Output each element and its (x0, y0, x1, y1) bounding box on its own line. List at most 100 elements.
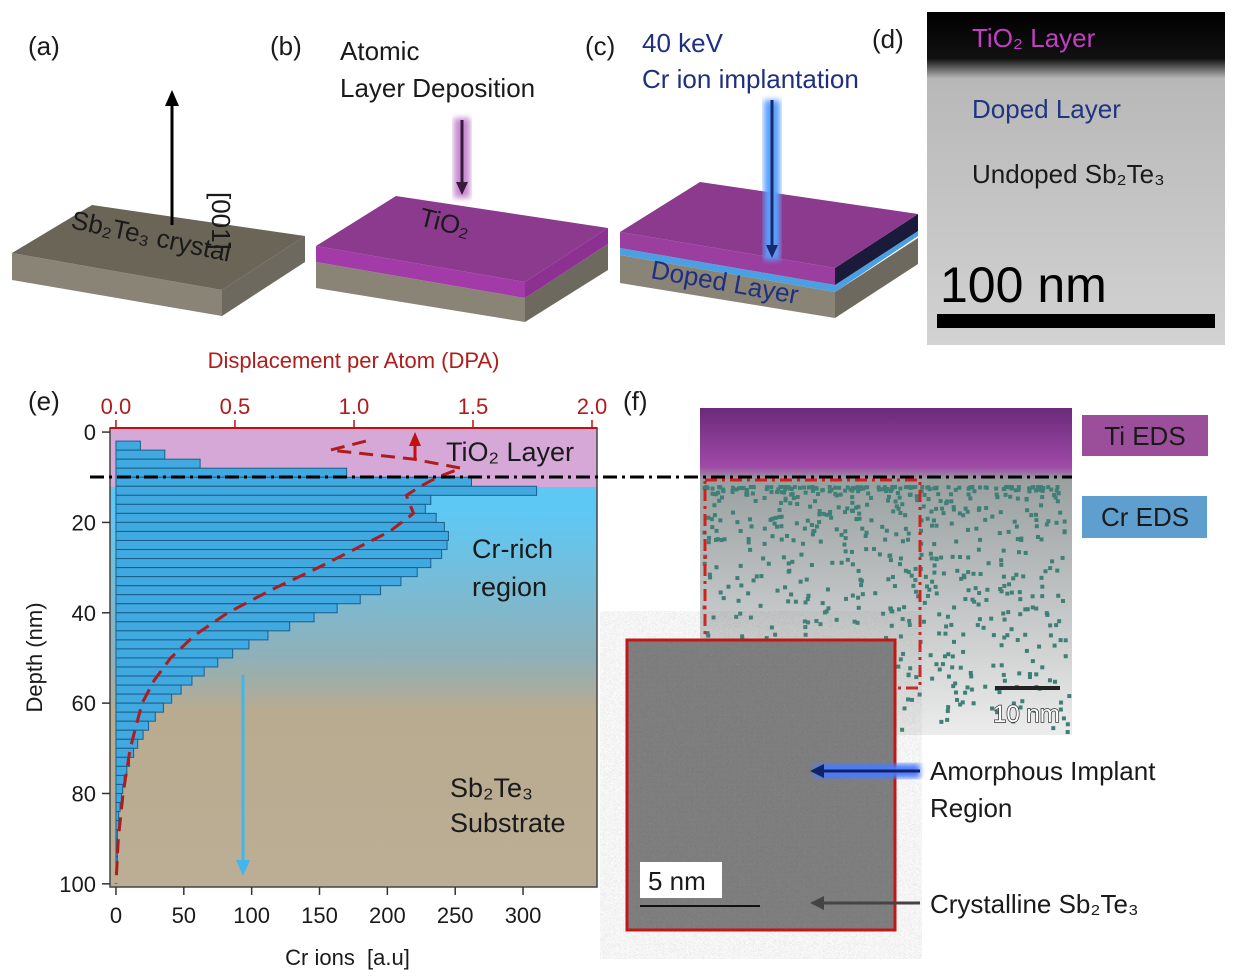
cr-dot (1064, 654, 1068, 658)
cr-dot (947, 675, 951, 679)
cr-dot (994, 487, 998, 491)
cr-dot (893, 584, 897, 588)
cr-dot (1040, 594, 1044, 598)
region-label: region (472, 572, 547, 602)
cr-dot (983, 518, 987, 522)
cr-dot (1039, 503, 1043, 507)
cr-dot (1048, 678, 1052, 682)
cr-dot (1048, 566, 1052, 570)
cr-dot (951, 555, 955, 559)
cr-dot (850, 495, 854, 499)
cr-dot (1031, 594, 1035, 598)
cr-dot (1034, 607, 1038, 611)
histogram-bar (116, 784, 123, 793)
cr-dot (775, 525, 779, 529)
cr-dot (898, 496, 902, 500)
cr-dot (908, 666, 912, 670)
cr-dot (962, 574, 966, 578)
cr-dot (920, 485, 924, 489)
cr-dot (978, 485, 982, 489)
cr-dot (770, 534, 774, 538)
cr-dot (851, 594, 855, 598)
cr-dot (1041, 486, 1045, 490)
cr-dot (1007, 582, 1011, 586)
cr-dot (782, 491, 786, 495)
cr-dot (748, 517, 752, 521)
cr-dot (866, 491, 870, 495)
panel-label: (f) (623, 386, 648, 416)
cr-dot (788, 486, 792, 490)
cr-dot (819, 540, 823, 544)
cr-dot (1050, 559, 1054, 563)
cr-dot (707, 536, 711, 540)
cr-dot (970, 688, 974, 692)
cr-dot (897, 607, 901, 611)
cr-dot (955, 569, 959, 573)
cr-dot (942, 571, 946, 575)
cr-dot (734, 615, 738, 619)
cr-dot (966, 555, 970, 559)
cr-dot (845, 506, 849, 510)
cr-dot (927, 497, 931, 501)
cr-dot (1049, 633, 1053, 637)
cr-dot (1034, 488, 1038, 492)
cr-dot (984, 598, 988, 602)
cr-dot (913, 485, 917, 489)
cr-dot (1031, 659, 1035, 663)
histogram-bar (116, 775, 124, 784)
cr-dot (1063, 520, 1067, 524)
cr-dot (929, 510, 933, 514)
cr-dot (990, 515, 994, 519)
cr-dot (929, 653, 933, 657)
cr-dot (934, 662, 938, 666)
cr-dot (786, 599, 790, 603)
cr-dot (935, 591, 939, 595)
x-tick-label: 200 (369, 903, 406, 928)
cr-dot (798, 486, 802, 490)
cr-dot (706, 516, 710, 520)
x-tick-label: 0 (110, 903, 122, 928)
x2-axis-label: Displacement per Atom (DPA) (208, 348, 500, 373)
cr-dot (792, 538, 796, 542)
cr-dot (978, 617, 982, 621)
cr-dot (972, 489, 976, 493)
cr-dot (890, 624, 894, 628)
cr-dot (1055, 488, 1059, 492)
cr-dot (940, 507, 944, 511)
cr-dot (843, 529, 847, 533)
cr-dot (710, 525, 714, 529)
cr-dot (934, 557, 938, 561)
x-tick-label: 100 (233, 903, 270, 928)
x-axis-label: Cr ions [a.u] (285, 945, 410, 970)
cr-dot (969, 674, 973, 678)
cr-dot (966, 528, 970, 532)
cr-dot (1006, 610, 1010, 614)
panel-d: (d) TiO₂ Layer Doped Layer Undoped Sb₂Te… (872, 12, 1225, 345)
histogram-bar (116, 559, 431, 568)
cr-dot (714, 492, 718, 496)
cr-dot (1016, 497, 1020, 501)
cr-dot (1040, 537, 1044, 541)
cr-dot (865, 531, 869, 535)
cr-dot (1026, 607, 1030, 611)
cr-dot (930, 556, 934, 560)
cr-dot (849, 488, 853, 492)
cr-dot (934, 585, 938, 589)
cr-dot (769, 518, 773, 522)
cr-dot (955, 698, 959, 702)
cr-dot (950, 522, 954, 526)
cr-dot (1025, 498, 1029, 502)
cr-dot (901, 617, 905, 621)
cr-dot (946, 615, 950, 619)
cr-dot (821, 488, 825, 492)
arrow-head (165, 90, 179, 106)
cr-dot (787, 570, 791, 574)
cr-dot (787, 561, 791, 565)
x-tick-label: 250 (437, 903, 474, 928)
cr-dot (985, 486, 989, 490)
cr-dot (719, 590, 723, 594)
cr-dot (789, 592, 793, 596)
cr-dot (780, 538, 784, 542)
cr-dot (1017, 485, 1021, 489)
y-tick-label: 20 (72, 510, 96, 535)
